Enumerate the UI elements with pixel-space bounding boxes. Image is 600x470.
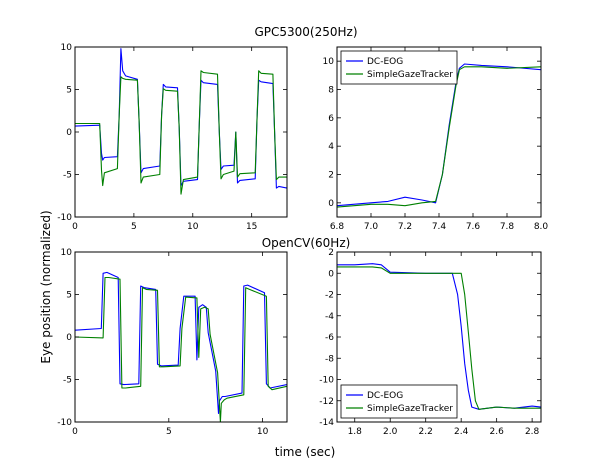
- y-tick-label: 6: [328, 114, 334, 124]
- x-tick-label: 10: [257, 427, 269, 437]
- y-axis-label: Eye position (normalized): [39, 210, 53, 363]
- y-tick-label: 0: [328, 199, 334, 209]
- top-title: GPC5300(250Hz): [254, 25, 357, 39]
- series-line-simplegazetracker: [337, 266, 541, 410]
- x-tick-label: 6.8: [330, 222, 345, 232]
- y-tick-label: 10: [323, 57, 335, 67]
- y-tick-label: 2: [328, 248, 334, 258]
- x-tick-label: 2.8: [525, 427, 540, 437]
- x-tick-label: 7.6: [466, 222, 481, 232]
- series-line-simplegazetracker: [337, 66, 541, 208]
- y-tick-label: -14: [319, 418, 334, 428]
- x-tick-label: 7.8: [500, 222, 515, 232]
- x-tick-label: 10: [187, 222, 199, 232]
- legend-box: [340, 50, 458, 85]
- y-tick-label: 5: [66, 86, 72, 96]
- y-tick-label: -2: [325, 291, 334, 301]
- panel-top-left: 0 5 10 15 -10 -5 0 5 10: [57, 43, 288, 232]
- y-tick-label: -10: [319, 376, 334, 386]
- x-tick-label: 8.0: [534, 222, 549, 232]
- y-tick-label: -12: [319, 397, 334, 407]
- y-tick-label: -5: [63, 376, 72, 386]
- series-line-simplegazetracker: [75, 276, 287, 422]
- x-tick-label: 7.0: [364, 222, 379, 232]
- y-tick-label: 0: [328, 269, 334, 279]
- y-tick-label: -10: [57, 213, 72, 223]
- x-tick-label: 0: [72, 427, 78, 437]
- x-tick-label: 2.4: [454, 427, 469, 437]
- legend: DC-EOG SimpleGazeTracker: [340, 50, 458, 85]
- x-tick-label: 7.4: [432, 222, 447, 232]
- bottom-title: OpenCV(60Hz): [262, 236, 351, 250]
- x-tick-label: 2.0: [383, 427, 398, 437]
- x-tick-label: 0: [72, 222, 78, 232]
- panel-top-right: 6.8 7.0 7.2 7.4 7.6 7.8 8.0 0 2 4 6 8 10 DC-EOG Simple…: [323, 46, 549, 232]
- y-tick-label: -8: [325, 354, 334, 364]
- y-tick-label: -4: [325, 312, 334, 322]
- legend-box: [340, 384, 458, 419]
- y-tick-label: 8: [328, 86, 334, 96]
- y-tick-label: -5: [63, 171, 72, 181]
- y-tick-label: 10: [61, 248, 73, 258]
- legend-label: SimpleGazeTracker: [367, 404, 453, 414]
- x-axis-label: time (sec): [275, 445, 336, 459]
- y-tick-label: 5: [66, 291, 72, 301]
- y-tick-label: -6: [325, 333, 334, 343]
- legend-label: DC-EOG: [367, 57, 403, 67]
- series-line-simplegazetracker: [75, 70, 287, 195]
- x-tick-label: 1.8: [348, 427, 363, 437]
- panel-bottom-left: 0 5 10 -10 -5 0 5 10: [57, 248, 288, 437]
- panel-bottom-right: 1.8 2.0 2.2 2.4 2.6 2.8 -14 -12 -10 -8 -6 -4 -2 0 2 DC-…: [319, 248, 542, 437]
- x-tick-label: 2.6: [489, 427, 504, 437]
- y-tick-label: 4: [328, 142, 334, 152]
- y-tick-label: 0: [66, 333, 72, 343]
- y-tick-label: -10: [57, 418, 72, 428]
- legend: DC-EOG SimpleGazeTracker: [340, 384, 458, 419]
- legend-label: DC-EOG: [367, 391, 403, 401]
- y-tick-label: 0: [66, 128, 72, 138]
- x-tick-label: 5: [166, 427, 172, 437]
- y-tick-label: 10: [61, 43, 73, 53]
- x-tick-label: 15: [246, 222, 257, 232]
- x-tick-label: 5: [131, 222, 137, 232]
- legend-label: SimpleGazeTracker: [367, 70, 453, 80]
- y-tick-label: 2: [328, 171, 334, 181]
- x-tick-label: 7.2: [398, 222, 412, 232]
- x-tick-label: 2.2: [419, 427, 433, 437]
